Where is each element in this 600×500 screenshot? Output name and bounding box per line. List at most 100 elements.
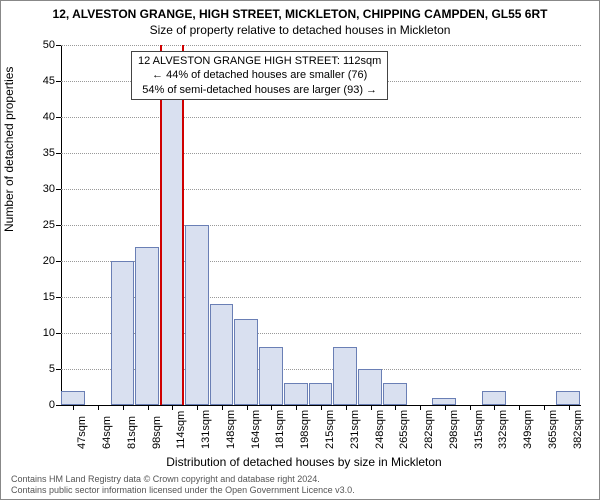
x-tick-label-wrap: 198sqm — [291, 449, 301, 459]
histogram-bar — [333, 347, 357, 405]
x-tick — [519, 405, 520, 410]
y-tick — [56, 405, 61, 406]
x-tick-label-wrap: 131sqm — [192, 449, 202, 459]
y-tick-label: 10 — [25, 327, 55, 339]
y-tick-label: 25 — [25, 219, 55, 231]
x-tick — [148, 405, 149, 410]
x-tick-label-wrap: 265sqm — [390, 449, 400, 459]
x-tick-label: 315sqm — [473, 410, 485, 449]
annotation-line-2: ← 44% of detached houses are smaller (76… — [138, 68, 381, 82]
x-tick-label-wrap: 98sqm — [143, 449, 153, 459]
histogram-bar — [135, 247, 159, 405]
x-tick — [222, 405, 223, 410]
y-tick — [56, 333, 61, 334]
x-tick-label: 198sqm — [299, 410, 311, 449]
x-tick-label: 114sqm — [175, 411, 187, 449]
grid-line — [61, 117, 581, 118]
y-tick-label: 30 — [25, 183, 55, 195]
x-tick — [470, 405, 471, 410]
x-tick-label-wrap: 114sqm — [167, 449, 177, 459]
x-tick — [123, 405, 124, 410]
y-tick — [56, 117, 61, 118]
x-tick-label-wrap: 231sqm — [341, 449, 351, 459]
title-main: 12, ALVESTON GRANGE, HIGH STREET, MICKLE… — [5, 7, 595, 21]
x-tick — [98, 405, 99, 410]
histogram-bar — [185, 225, 209, 405]
grid-line — [61, 45, 581, 46]
x-tick-label: 248sqm — [374, 410, 386, 449]
x-tick-label: 215sqm — [324, 410, 336, 449]
y-tick — [56, 297, 61, 298]
x-tick-label-wrap: 215sqm — [316, 449, 326, 459]
x-tick-label-wrap: 315sqm — [465, 449, 475, 459]
x-tick-label: 365sqm — [547, 410, 559, 449]
x-tick-label-wrap: 298sqm — [440, 449, 450, 459]
y-tick — [56, 153, 61, 154]
x-tick-label-wrap: 248sqm — [366, 449, 376, 459]
grid-line — [61, 189, 581, 190]
x-tick-label: 282sqm — [423, 410, 435, 449]
x-tick — [321, 405, 322, 410]
x-tick — [271, 405, 272, 410]
title-sub: Size of property relative to detached ho… — [5, 23, 595, 37]
histogram-bar — [309, 383, 333, 405]
x-tick-label: 81sqm — [126, 416, 138, 449]
x-tick — [197, 405, 198, 410]
histogram-bar — [432, 398, 456, 405]
x-tick-label-wrap: 382sqm — [564, 449, 574, 459]
x-tick-label: 131sqm — [200, 410, 212, 449]
footer-text: Contains HM Land Registry data © Crown c… — [11, 474, 355, 496]
y-tick-label: 0 — [25, 399, 55, 411]
annotation-line-1: 12 ALVESTON GRANGE HIGH STREET: 112sqm — [138, 54, 381, 68]
x-tick — [346, 405, 347, 410]
x-tick-label: 382sqm — [572, 410, 584, 449]
x-tick-label: 332sqm — [497, 410, 509, 449]
y-tick — [56, 225, 61, 226]
x-tick-label-wrap: 282sqm — [415, 449, 425, 459]
x-tick — [73, 405, 74, 410]
histogram-bar — [61, 391, 85, 405]
x-tick — [569, 405, 570, 410]
y-tick-label: 5 — [25, 363, 55, 375]
x-tick-label: 231sqm — [349, 410, 361, 449]
histogram-bar — [259, 347, 283, 405]
x-tick-label-wrap: 181sqm — [266, 449, 276, 459]
grid-line — [61, 225, 581, 226]
annotation-box: 12 ALVESTON GRANGE HIGH STREET: 112sqm ←… — [131, 51, 388, 100]
x-tick — [172, 405, 173, 410]
x-tick-label-wrap: 164sqm — [242, 449, 252, 459]
y-tick-label: 35 — [25, 147, 55, 159]
x-tick-label: 298sqm — [448, 410, 460, 449]
x-tick-label: 98sqm — [151, 416, 163, 449]
x-tick — [445, 405, 446, 410]
x-tick — [247, 405, 248, 410]
x-tick-label: 181sqm — [274, 410, 286, 449]
x-tick — [494, 405, 495, 410]
histogram-bar — [284, 383, 308, 405]
y-tick — [56, 81, 61, 82]
x-tick-label: 349sqm — [522, 410, 534, 449]
chart-container: 12, ALVESTON GRANGE, HIGH STREET, MICKLE… — [0, 0, 600, 500]
histogram-bar — [556, 391, 580, 405]
x-tick-label: 64sqm — [101, 416, 113, 449]
x-tick-label-wrap: 148sqm — [217, 449, 227, 459]
x-tick-label-wrap: 47sqm — [68, 449, 78, 459]
x-tick-label-wrap: 332sqm — [489, 449, 499, 459]
y-axis-label: Number of detached properties — [2, 67, 16, 232]
y-tick — [56, 45, 61, 46]
x-tick-label: 148sqm — [225, 410, 237, 449]
footer-line-1: Contains HM Land Registry data © Crown c… — [11, 474, 355, 485]
x-tick-label-wrap: 365sqm — [539, 449, 549, 459]
y-tick — [56, 261, 61, 262]
x-tick-label: 47sqm — [76, 416, 88, 449]
x-tick — [296, 405, 297, 410]
histogram-bar — [358, 369, 382, 405]
x-tick-label: 164sqm — [250, 410, 262, 449]
histogram-bar — [111, 261, 135, 405]
y-tick-label: 15 — [25, 291, 55, 303]
x-tick-label: 265sqm — [398, 410, 410, 449]
y-tick — [56, 189, 61, 190]
y-tick-label: 50 — [25, 39, 55, 51]
footer-line-2: Contains public sector information licen… — [11, 485, 355, 496]
x-tick-label-wrap: 81sqm — [118, 449, 128, 459]
